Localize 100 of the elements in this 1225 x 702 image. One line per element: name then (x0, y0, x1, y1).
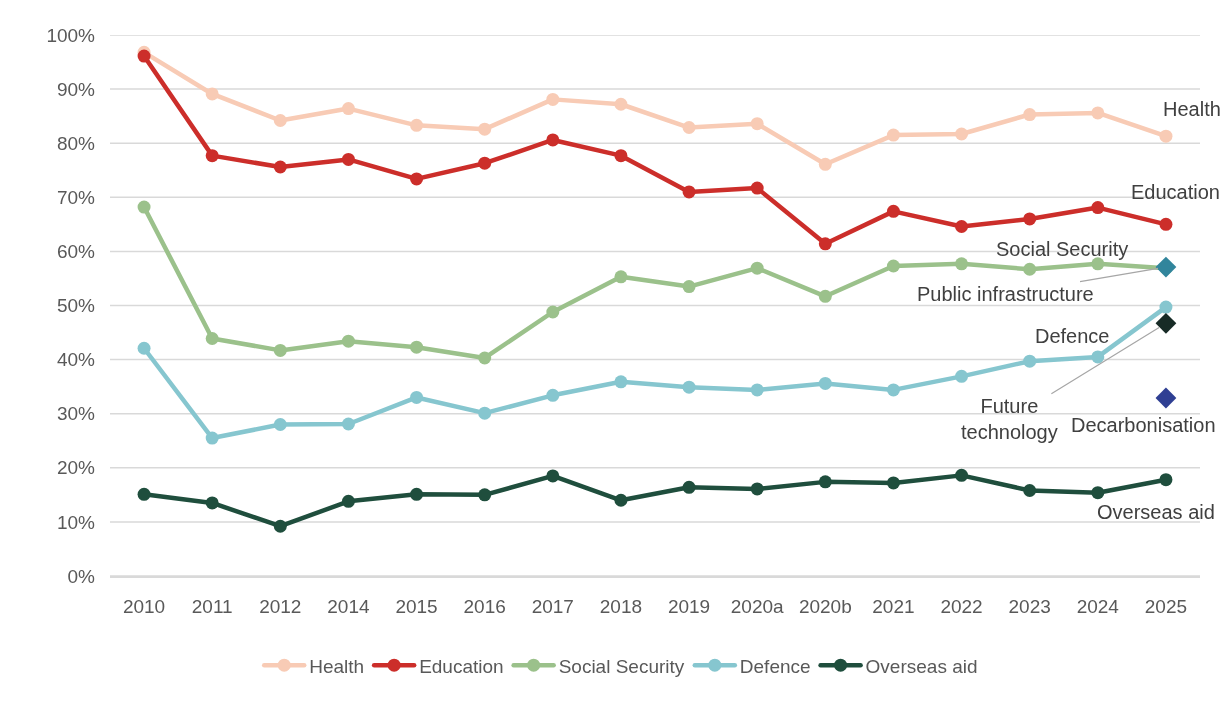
point (410, 390, 424, 404)
point (818, 157, 832, 171)
point (955, 257, 969, 271)
point (750, 383, 764, 397)
x-tick-label: 2017 (531, 595, 574, 617)
point (682, 380, 696, 394)
point (1159, 217, 1173, 231)
point (682, 185, 696, 199)
point (410, 340, 424, 354)
point (478, 156, 492, 170)
point (410, 172, 424, 186)
x-tick-label: 2016 (463, 595, 506, 617)
x-tick-label: 2025 (1144, 595, 1188, 617)
point (1159, 473, 1173, 487)
legend-label: Overseas aid (865, 655, 978, 677)
point (614, 375, 628, 389)
point (750, 261, 764, 275)
point (478, 351, 492, 365)
point (1155, 312, 1177, 334)
x-tick-label: 2015 (395, 595, 438, 617)
x-tick-label: 2014 (327, 595, 370, 617)
point (1091, 350, 1105, 364)
x-tick-label: 2019 (667, 595, 711, 617)
point (886, 476, 900, 490)
point (478, 488, 492, 502)
point (1155, 387, 1177, 409)
point (273, 418, 287, 432)
y-tick-label: 0% (67, 565, 96, 587)
y-tick-label: 60% (56, 241, 96, 263)
text: Social Security (996, 238, 1129, 260)
point (750, 117, 764, 131)
y-tick-label: 20% (56, 457, 96, 479)
point (614, 493, 628, 507)
y-tick-label: 10% (56, 511, 96, 533)
point (137, 487, 151, 501)
legend-label: Social Security (558, 655, 685, 677)
point (273, 519, 287, 533)
point (1091, 106, 1105, 120)
text: Future technology (961, 395, 1058, 443)
point (341, 494, 355, 508)
text: Health (1163, 98, 1221, 120)
point (341, 417, 355, 431)
point (273, 113, 287, 127)
point (955, 127, 969, 141)
x-tick-label: 2011 (191, 595, 233, 617)
point (955, 369, 969, 383)
point (1159, 300, 1173, 314)
point (818, 475, 832, 489)
x-tick-label: 2020b (798, 595, 852, 617)
point (818, 237, 832, 251)
y-tick-label: 90% (56, 78, 96, 100)
x-tick-label: 2020a (730, 595, 785, 617)
text: Overseas aid (1097, 501, 1215, 523)
point (410, 487, 424, 501)
x-tick-label: 2010 (122, 595, 166, 617)
point (546, 133, 560, 147)
point (137, 49, 151, 63)
point (1023, 354, 1037, 368)
x-tick-label: 2022 (940, 595, 983, 617)
series-label: Decarbonisation (1071, 414, 1216, 436)
y-tick-label: 100% (46, 24, 96, 46)
point (886, 204, 900, 218)
x-tick-label: 2021 (872, 595, 915, 617)
point (682, 480, 696, 494)
y-tick-label: 30% (56, 403, 96, 425)
point (886, 128, 900, 142)
point (546, 92, 560, 106)
text: Defence (1035, 325, 1110, 347)
x-tick-label: 2018 (599, 595, 643, 617)
point (614, 97, 628, 111)
point (955, 468, 969, 482)
point (955, 220, 969, 233)
point (273, 160, 287, 174)
text: Public infrastructure (917, 283, 1094, 305)
point (546, 305, 560, 319)
legend-label: Education (419, 655, 504, 677)
y-tick-label: 50% (56, 295, 96, 317)
point (1023, 212, 1037, 226)
point (614, 270, 628, 284)
point (137, 200, 151, 214)
point (1159, 129, 1173, 143)
point (273, 343, 287, 357)
point (886, 259, 900, 273)
point (410, 118, 424, 132)
point (1155, 256, 1177, 278)
point (205, 87, 219, 101)
point (205, 332, 219, 345)
point (478, 122, 492, 136)
legend-label: Defence (739, 655, 811, 677)
point (1023, 484, 1037, 498)
y-tick-label: 40% (56, 349, 96, 371)
point (886, 383, 900, 397)
x-tick-label: 2012 (259, 595, 302, 617)
point (682, 280, 696, 294)
y-tick-label: 70% (56, 186, 96, 208)
point (546, 469, 560, 483)
point (1091, 486, 1105, 500)
x-tick-label: 2024 (1076, 595, 1120, 617)
point (1091, 201, 1105, 215)
point (205, 496, 219, 510)
